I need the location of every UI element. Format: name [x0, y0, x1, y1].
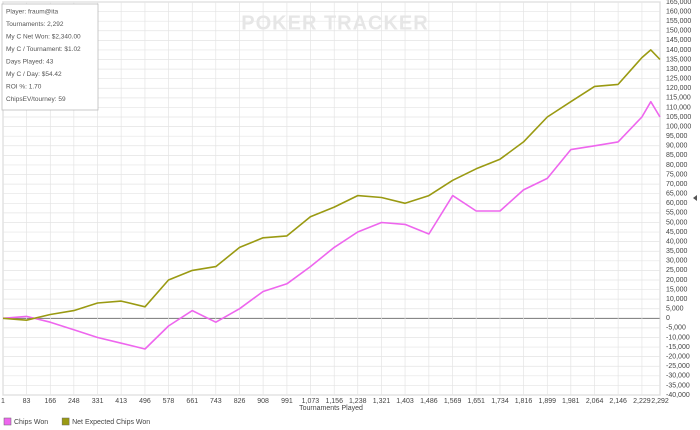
y-tick-label: -20,000 — [666, 354, 690, 361]
legend-swatch — [3, 417, 12, 426]
info-line: ChipsEV/tourney: 59 — [6, 96, 66, 103]
x-tick-label: 908 — [257, 398, 269, 405]
info-line: My C / Tournament: $1.02 — [6, 46, 81, 53]
x-tick-label: 578 — [163, 398, 175, 405]
series-line — [2, 100, 661, 350]
y-tick-label: 95,000 — [666, 133, 688, 140]
info-line: Player: fraum@ita — [6, 9, 58, 16]
scroll-arrow[interactable] — [693, 195, 697, 201]
x-tick-label: 2,229 — [633, 398, 651, 405]
y-tick-label: 70,000 — [666, 181, 688, 188]
y-tick-label: -30,000 — [666, 373, 690, 380]
x-tick-label: 2,292 — [651, 398, 669, 405]
y-tick-label: 25,000 — [666, 267, 688, 274]
y-tick-label: 100,000 — [666, 123, 691, 130]
y-tick-label: 135,000 — [666, 56, 691, 63]
x-tick-label: 1,403 — [396, 398, 414, 405]
legend: Chips Won Net Expected Chips Won — [3, 417, 150, 426]
y-tick-label: 40,000 — [666, 238, 688, 245]
x-tick-label: 331 — [92, 398, 104, 405]
y-tick-label: -35,000 — [666, 382, 690, 389]
x-tick-label: 1,321 — [373, 398, 391, 405]
y-tick-label: 30,000 — [666, 258, 688, 265]
y-tick-label: 0 — [666, 315, 670, 322]
y-tick-label: 10,000 — [666, 296, 688, 303]
info-line: Tournaments: 2,292 — [6, 21, 64, 28]
info-box: Player: fraum@ita Tournaments: 2,292 My C … — [1, 3, 99, 111]
y-tick-label: 155,000 — [666, 18, 691, 25]
series-line — [2, 49, 661, 321]
x-tick-label: 2,146 — [609, 398, 627, 405]
x-tick-label: 826 — [234, 398, 246, 405]
y-tick-label: 125,000 — [666, 76, 691, 83]
x-tick-label: 413 — [115, 398, 127, 405]
y-tick-label: 75,000 — [666, 171, 688, 178]
legend-swatch — [61, 417, 70, 426]
x-tick-label: 1,569 — [444, 398, 462, 405]
y-tick-label: 55,000 — [666, 210, 688, 217]
x-tick-label: 1,238 — [349, 398, 367, 405]
y-tick-label: 35,000 — [666, 248, 688, 255]
y-tick-label: 45,000 — [666, 229, 688, 236]
y-tick-label: 15,000 — [666, 286, 688, 293]
x-tick-label: 743 — [210, 398, 222, 405]
x-tick-label: 1 — [1, 398, 5, 405]
x-tick-label: 1,734 — [491, 398, 509, 405]
x-tick-label: 1,981 — [562, 398, 580, 405]
y-tick-label: -25,000 — [666, 363, 690, 370]
x-tick-label: 1,073 — [302, 398, 320, 405]
y-tick-label: 150,000 — [666, 28, 691, 35]
info-line: My C / Day: $54.42 — [6, 71, 62, 78]
y-tick-label: 105,000 — [666, 114, 691, 121]
y-tick-label: 85,000 — [666, 152, 688, 159]
info-box-frame — [1, 3, 99, 111]
y-tick-label: 90,000 — [666, 143, 688, 150]
y-tick-label: 140,000 — [666, 47, 691, 54]
y-tick-label: -40,000 — [666, 392, 690, 399]
y-tick-label: 110,000 — [666, 104, 691, 111]
y-tick-label: 5,000 — [666, 306, 684, 313]
legend-label: Chips Won — [14, 419, 48, 426]
x-tick-label: 496 — [139, 398, 151, 405]
x-tick-label: 1,651 — [467, 398, 485, 405]
y-tick-label: 130,000 — [666, 66, 691, 73]
y-tick-label: 145,000 — [666, 37, 691, 44]
y-tick-label: 65,000 — [666, 191, 688, 198]
info-line: ROI %: 1.70 — [6, 84, 42, 91]
info-line: My C Net Won: $2,340.00 — [6, 34, 81, 41]
x-tick-label: 1,486 — [420, 398, 438, 405]
x-tick-label: 1,156 — [325, 398, 343, 405]
y-tick-label: 160,000 — [666, 8, 691, 15]
lines — [2, 49, 661, 350]
y-tick-label: 50,000 — [666, 219, 688, 226]
y-tick-label: 60,000 — [666, 200, 688, 207]
y-tick-label: -15,000 — [666, 344, 690, 351]
x-tick-label: 661 — [186, 398, 198, 405]
x-tick-label: 166 — [44, 398, 56, 405]
y-tick-label: 120,000 — [666, 85, 691, 92]
x-tick-label: 83 — [23, 398, 31, 405]
x-tick-label: 2,064 — [586, 398, 604, 405]
y-tick-label: -10,000 — [666, 334, 690, 341]
x-tick-label: 991 — [281, 398, 293, 405]
x-axis-label: Tournaments Played — [299, 405, 363, 412]
watermark: POKER TRACKER — [241, 12, 428, 34]
y-tick-label: 20,000 — [666, 277, 688, 284]
y-tick-label: 80,000 — [666, 162, 688, 169]
x-tick-label: 248 — [68, 398, 80, 405]
y-tick-label: 165,000 — [666, 0, 691, 6]
x-tick-label: 1,899 — [539, 398, 557, 405]
x-tick-label: 1,816 — [515, 398, 533, 405]
legend-label: Net Expected Chips Won — [72, 419, 150, 426]
info-line: Days Played: 43 — [6, 59, 54, 66]
y-tick-label: -5,000 — [666, 325, 686, 332]
y-tick-label: 115,000 — [666, 95, 691, 102]
